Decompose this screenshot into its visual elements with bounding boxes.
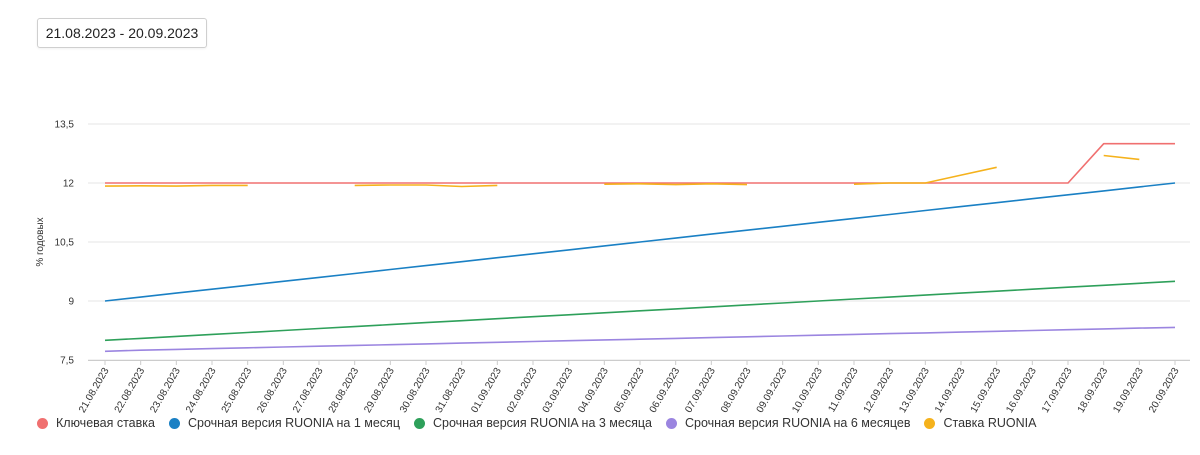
x-tick-label: 26.08.2023 <box>255 366 290 415</box>
y-axis: 7,5 9 10,5 12 13,5 <box>55 120 75 367</box>
x-tick-label: 27.08.2023 <box>291 366 326 415</box>
series-line-1 <box>105 142 1175 184</box>
x-tick-label: 30.08.2023 <box>398 366 433 415</box>
legend-marker <box>665 417 677 429</box>
legend-marker <box>924 417 936 429</box>
y-axis-label: % годовых <box>35 217 46 266</box>
x-tick-label: 08.09.2023 <box>719 366 754 415</box>
x-tick-label: 22.08.2023 <box>113 366 148 415</box>
y-tick-label: 13,5 <box>55 120 75 131</box>
legend-item-3[interactable]: Срочная версия RUONIA на 3 месяца <box>414 416 652 430</box>
legend-label: Срочная версия RUONIA на 3 месяца <box>433 416 652 430</box>
date-range-picker[interactable]: 21.08.2023 - 20.09.2023 <box>37 18 207 48</box>
legend-item-2[interactable]: Срочная версия RUONIA на 1 месяц <box>168 416 400 430</box>
chart-series <box>104 142 1176 353</box>
legend-marker <box>37 417 48 429</box>
x-tick-label: 04.09.2023 <box>576 366 611 415</box>
x-tick-label: 05.09.2023 <box>612 366 647 415</box>
x-tick-label: 19.09.2023 <box>1111 366 1146 415</box>
x-tick-label: 01.09.2023 <box>469 366 504 415</box>
legend-label: Ключевая ставка <box>56 416 155 430</box>
y-tick-label: 10,5 <box>55 238 75 249</box>
x-tick-label: 07.09.2023 <box>683 366 718 415</box>
x-tick-label: 03.09.2023 <box>541 366 576 415</box>
x-axis: 21.08.2023 22.08.2023 23.08.2023 24.08.2023… <box>77 360 1182 415</box>
x-tick-label: 29.08.2023 <box>362 366 397 415</box>
legend-label: Ставка RUONIA <box>943 416 1037 430</box>
y-tick-label: 7,5 <box>60 356 74 367</box>
legend-marker <box>414 417 425 429</box>
x-tick-label: 25.08.2023 <box>220 366 255 415</box>
x-tick-label: 02.09.2023 <box>505 366 540 415</box>
legend-item-4[interactable]: Срочная версия RUONIA на 6 месяцев <box>665 416 911 430</box>
chart-legend: Ключевая ставка Срочная версия RUONIA на … <box>37 416 1050 430</box>
series-line-2 <box>104 182 1176 302</box>
legend-label: Срочная версия RUONIA на 6 месяцев <box>684 416 911 430</box>
series-line-3 <box>104 280 1176 342</box>
x-tick-label: 11.09.2023 <box>826 366 860 415</box>
x-tick-label: 18.09.2023 <box>1076 366 1111 415</box>
y-tick-label: 12 <box>63 179 75 190</box>
x-tick-label: 14.09.2023 <box>933 366 968 415</box>
y-tick-label: 9 <box>68 297 74 308</box>
x-tick-label: 16.09.2023 <box>1004 366 1039 415</box>
x-tick-label: 17.09.2023 <box>1040 366 1075 415</box>
x-tick-label: 15.09.2023 <box>969 366 1004 415</box>
legend-item-1[interactable]: Ключевая ставка <box>37 416 155 430</box>
x-tick-label: 13.09.2023 <box>897 366 932 415</box>
series-line-5 <box>104 154 1140 188</box>
x-tick-label: 09.09.2023 <box>755 366 790 415</box>
x-tick-label: 31.08.2023 <box>434 366 469 415</box>
legend-marker <box>168 417 180 429</box>
x-tick-label: 12.09.2023 <box>862 366 897 415</box>
x-tick-label: 20.09.2023 <box>1147 366 1182 415</box>
x-tick-label: 21.08.2023 <box>77 366 112 415</box>
x-tick-label: 28.08.2023 <box>327 366 362 415</box>
x-tick-label: 23.08.2023 <box>148 366 183 415</box>
x-tick-label: 24.08.2023 <box>184 366 219 415</box>
x-tick-label: 06.09.2023 <box>648 366 683 415</box>
legend-item-5[interactable]: Ставка RUONIA <box>924 416 1036 430</box>
series-line-4 <box>104 326 1176 353</box>
x-tick-label: 10.09.2023 <box>790 366 825 415</box>
legend-label: Срочная версия RUONIA на 1 месяц <box>187 416 400 430</box>
